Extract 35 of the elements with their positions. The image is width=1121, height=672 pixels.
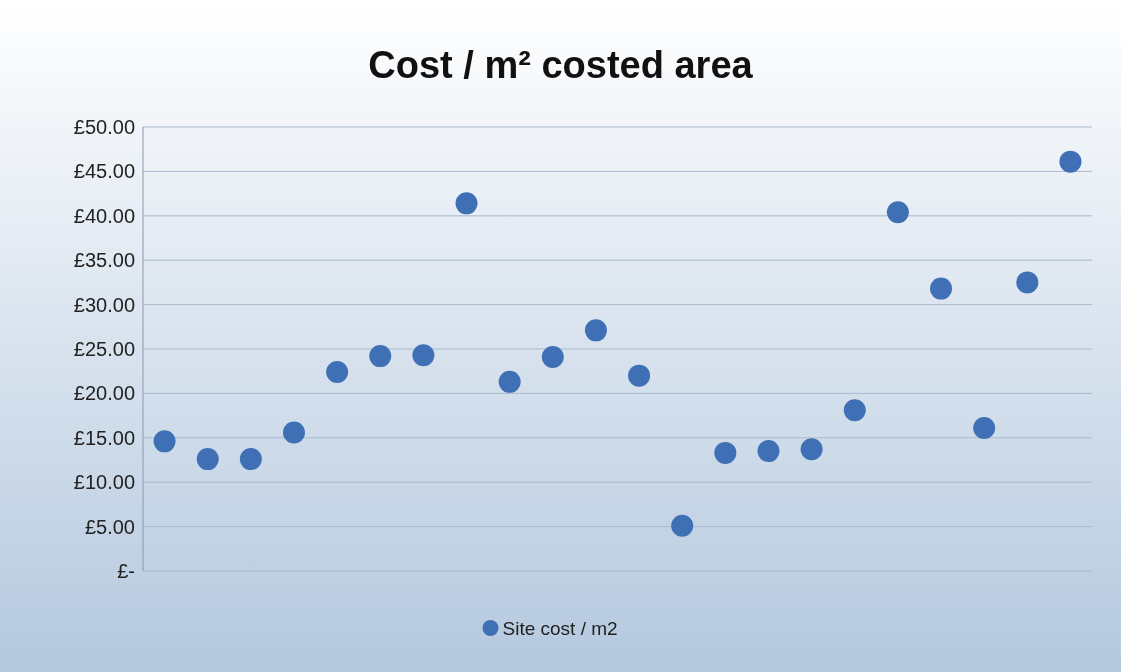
point xyxy=(369,345,392,368)
legend-label: Site cost / m2 xyxy=(502,617,618,639)
point xyxy=(800,438,823,461)
y-tick-label: £- xyxy=(117,560,135,582)
point xyxy=(282,421,305,444)
y-tick-label: £45.00 xyxy=(73,160,135,183)
y-tick-label: £50.00 xyxy=(73,116,135,138)
point xyxy=(1059,150,1082,173)
point xyxy=(757,440,780,463)
point xyxy=(326,361,349,384)
point xyxy=(671,514,694,537)
point xyxy=(628,364,651,387)
point xyxy=(930,277,953,300)
y-tick-label: £10.00 xyxy=(73,471,135,494)
y-tick-label: £20.00 xyxy=(73,382,135,405)
y-tick-label: £35.00 xyxy=(73,249,135,272)
point xyxy=(843,399,866,422)
y-tick-label: £5.00 xyxy=(84,515,135,538)
point xyxy=(584,319,607,342)
point xyxy=(153,430,176,453)
y-tick-label: £40.00 xyxy=(73,204,135,227)
point xyxy=(714,441,737,464)
point xyxy=(973,417,996,440)
point xyxy=(498,370,521,393)
chart-title: Cost / m² costed area xyxy=(368,44,754,86)
point xyxy=(196,448,219,471)
point xyxy=(412,344,435,367)
point xyxy=(239,448,262,471)
y-tick-label: £30.00 xyxy=(73,293,135,316)
y-tick-label: £25.00 xyxy=(73,338,135,360)
point xyxy=(541,345,564,368)
point xyxy=(1016,271,1039,294)
y-tick-label: £15.00 xyxy=(73,426,135,449)
point xyxy=(455,192,478,215)
point xyxy=(886,201,909,224)
